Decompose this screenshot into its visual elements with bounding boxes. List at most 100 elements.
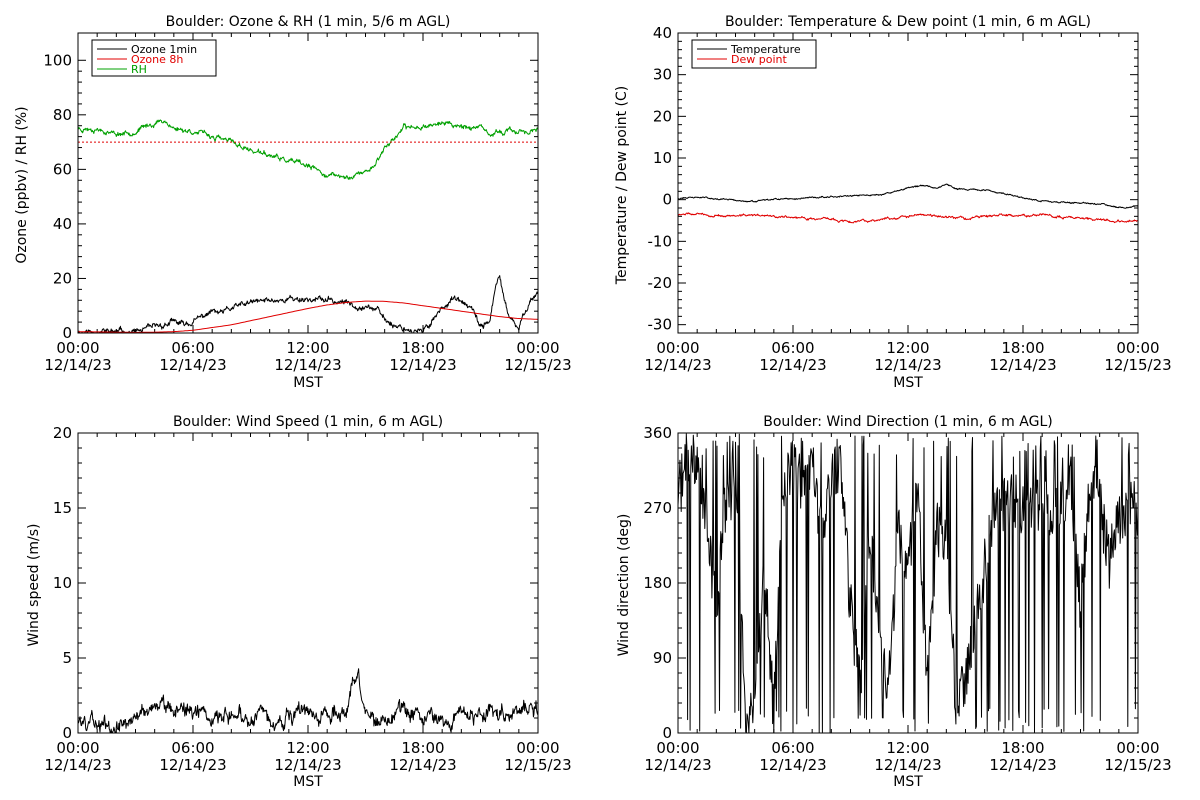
x-tick-date-label: 12/14/23 <box>644 756 711 774</box>
plot-area <box>678 433 1138 733</box>
x-tick-time-label: 00:00 <box>516 339 559 357</box>
temperature-dewpoint-title: Boulder: Temperature & Dew point (1 min,… <box>725 14 1091 30</box>
series-line-temperature <box>678 183 1138 209</box>
legend-label-ozone-1min: Ozone 1min <box>131 43 197 56</box>
x-axis: 00:0012/14/2306:0012/14/2312:0012/14/231… <box>44 433 572 774</box>
y-tick-label: 10 <box>53 574 72 592</box>
x-tick-date-label: 12/14/23 <box>389 756 456 774</box>
legend-label-rh: RH <box>131 63 147 76</box>
wind-speed-xlabel: MST <box>293 774 323 790</box>
x-tick-date-label: 12/14/23 <box>274 756 341 774</box>
y-tick-label: 40 <box>653 24 672 42</box>
plot-area <box>678 183 1138 224</box>
y-tick-label: 20 <box>53 269 72 287</box>
x-tick-date-label: 12/14/23 <box>989 756 1056 774</box>
x-tick-time-label: 18:00 <box>401 339 444 357</box>
y-tick-label: 30 <box>653 66 672 84</box>
y-axis: -30 -20 -10 0 10 20 30 40 <box>648 24 1138 334</box>
y-tick-label: 360 <box>643 424 672 442</box>
x-tick-date-label: 12/15/23 <box>504 356 571 374</box>
temperature-dewpoint-panel: Boulder: Temperature & Dew point (1 min,… <box>614 14 1172 391</box>
plot-frame <box>77 32 539 334</box>
x-tick-date-label: 12/14/23 <box>759 756 826 774</box>
x-tick-time-label: 12:00 <box>886 739 929 757</box>
wind-speed-ylabel: Wind speed (m/s) <box>26 524 42 647</box>
plot-area <box>78 668 538 733</box>
y-tick-label: 20 <box>653 107 672 125</box>
x-tick-time-label: 00:00 <box>56 739 99 757</box>
x-tick-time-label: 06:00 <box>771 339 814 357</box>
x-tick-time-label: 18:00 <box>1001 739 1044 757</box>
y-tick-label: 20 <box>53 424 72 442</box>
x-tick-date-label: 12/14/23 <box>759 356 826 374</box>
x-tick-date-label: 12/14/23 <box>159 756 226 774</box>
series-line-rh <box>78 119 538 180</box>
x-tick-time-label: 12:00 <box>286 739 329 757</box>
series-line-wind-direction <box>678 433 1138 733</box>
y-tick-label: 100 <box>43 51 72 69</box>
y-tick-label: -30 <box>648 316 673 334</box>
y-axis: 0 20 40 60 80 100 <box>43 51 538 342</box>
x-tick-date-label: 12/14/23 <box>874 356 941 374</box>
legend-box <box>91 39 217 77</box>
x-tick-time-label: 18:00 <box>401 739 444 757</box>
x-axis: 00:0012/14/2306:0012/14/2312:0012/14/231… <box>44 33 572 374</box>
x-tick-time-label: 00:00 <box>56 339 99 357</box>
series-line-wind-speed <box>78 668 538 733</box>
ozone-rh-title: Boulder: Ozone & RH (1 min, 5/6 m AGL) <box>166 14 451 30</box>
x-tick-time-label: 12:00 <box>886 339 929 357</box>
plot-area <box>78 119 538 333</box>
x-tick-time-label: 00:00 <box>656 739 699 757</box>
wind-direction-title: Boulder: Wind Direction (1 min, 6 m AGL) <box>763 414 1052 430</box>
wind-direction-xlabel: MST <box>893 774 923 790</box>
x-tick-time-label: 00:00 <box>516 739 559 757</box>
y-tick-label: 60 <box>53 160 72 178</box>
y-tick-label: 0 <box>62 724 72 742</box>
wind-direction-panel: Boulder: Wind Direction (1 min, 6 m AGL)… <box>616 414 1172 790</box>
y-tick-label: 15 <box>53 499 72 517</box>
y-tick-label: 0 <box>62 324 72 342</box>
temperature-dewpoint-legend: Temperature Dew point <box>691 39 817 69</box>
plot-frame <box>77 432 539 734</box>
y-tick-label: 180 <box>643 574 672 592</box>
ozone-rh-panel: Boulder: Ozone & RH (1 min, 5/6 m AGL) O… <box>14 14 572 391</box>
x-tick-time-label: 18:00 <box>1001 339 1044 357</box>
ozone-rh-xlabel: MST <box>293 375 323 391</box>
x-tick-date-label: 12/14/23 <box>159 356 226 374</box>
y-tick-label: 10 <box>653 149 672 167</box>
x-tick-date-label: 12/15/23 <box>504 756 571 774</box>
series-line-ozone-1min <box>78 275 538 333</box>
x-tick-time-label: 00:00 <box>656 339 699 357</box>
x-tick-date-label: 12/14/23 <box>274 356 341 374</box>
legend-label-dew-point: Dew point <box>731 53 787 66</box>
series-line-dew-point <box>678 212 1138 224</box>
y-tick-label: 270 <box>643 499 672 517</box>
y-tick-label: 0 <box>662 191 672 209</box>
x-tick-time-label: 06:00 <box>171 339 214 357</box>
plot-frame <box>677 32 1139 334</box>
temperature-dewpoint-ylabel: Temperature / Dew point (C) <box>614 86 630 285</box>
y-tick-label: 5 <box>62 649 72 667</box>
y-axis: 0 90 180 270 360 <box>643 424 1138 742</box>
wind-direction-ylabel: Wind direction (deg) <box>616 514 632 657</box>
y-tick-label: 80 <box>53 106 72 124</box>
x-tick-date-label: 12/14/23 <box>874 756 941 774</box>
temperature-dewpoint-xlabel: MST <box>893 375 923 391</box>
ozone-rh-ylabel: Ozone (ppbv) / RH (%) <box>14 106 30 263</box>
y-tick-label: -20 <box>648 274 673 292</box>
x-tick-time-label: 00:00 <box>1116 339 1159 357</box>
y-axis: 0 5 10 15 20 <box>53 424 538 742</box>
x-tick-time-label: 06:00 <box>771 739 814 757</box>
x-tick-time-label: 00:00 <box>1116 739 1159 757</box>
x-tick-date-label: 12/14/23 <box>389 356 456 374</box>
series-line-ozone-8h <box>78 300 538 333</box>
x-tick-time-label: 06:00 <box>171 739 214 757</box>
y-tick-label: 0 <box>662 724 672 742</box>
legend-box <box>691 39 817 69</box>
x-axis: 00:0012/14/2306:0012/14/2312:0012/14/231… <box>644 33 1172 374</box>
x-tick-date-label: 12/14/23 <box>644 356 711 374</box>
wind-speed-panel: Boulder: Wind Speed (1 min, 6 m AGL) Win… <box>26 414 572 790</box>
x-tick-date-label: 12/15/23 <box>1104 756 1171 774</box>
legend-label-temperature: Temperature <box>730 43 801 56</box>
